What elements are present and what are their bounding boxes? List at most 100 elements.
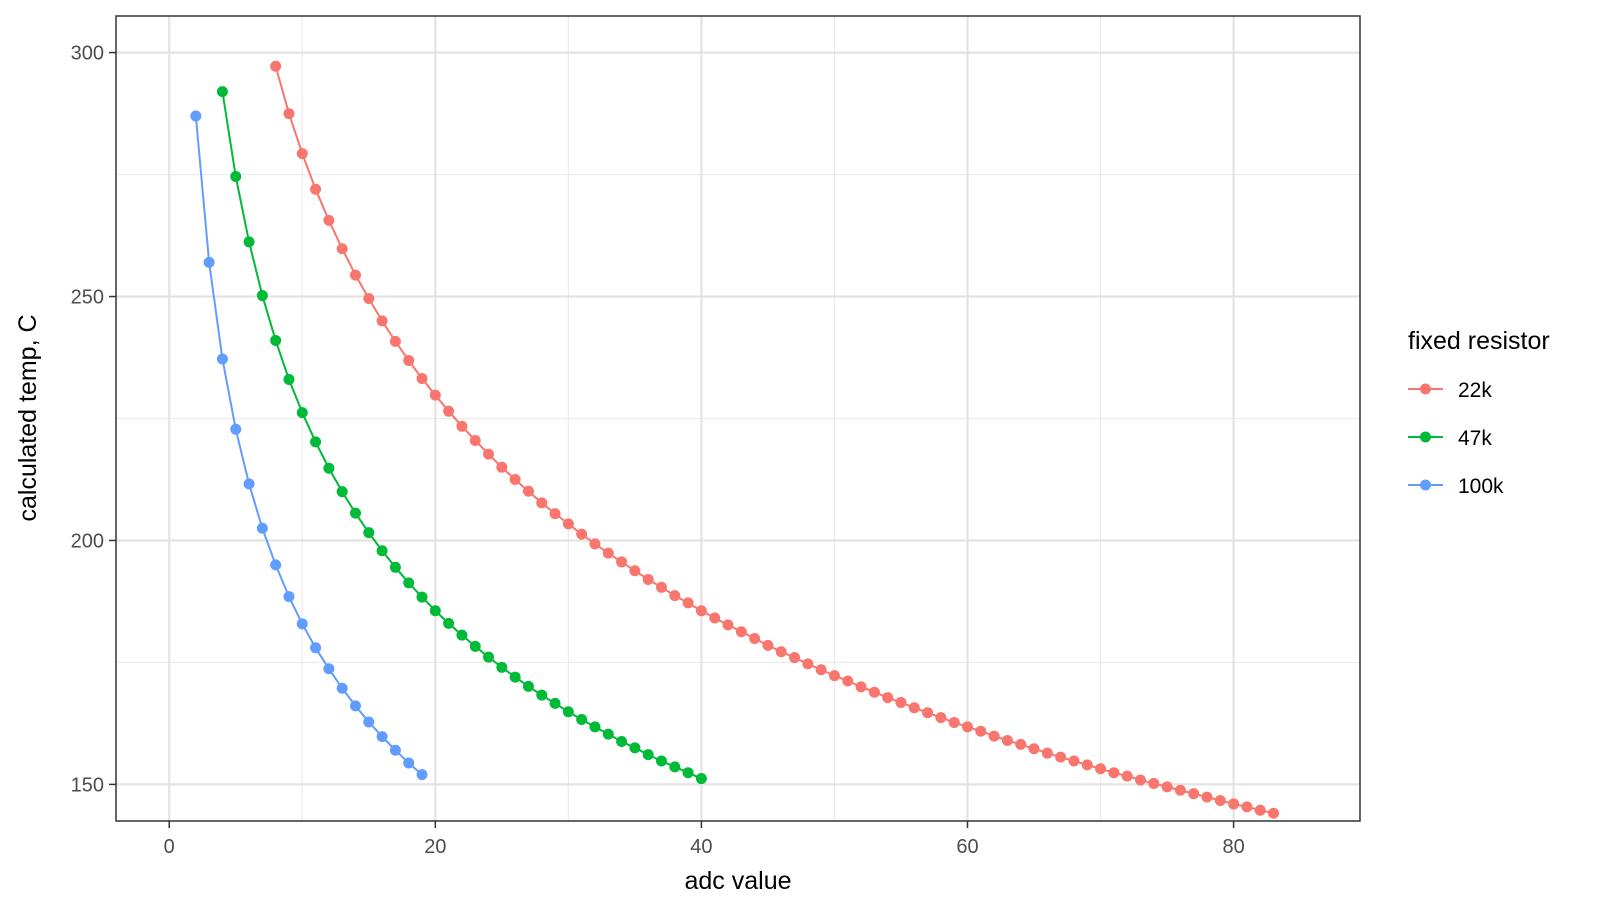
legend: fixed resistor 22k 47k 100k (1408, 327, 1550, 498)
point-47k (602, 728, 614, 740)
point-47k (416, 591, 428, 603)
point-47k (389, 561, 401, 573)
point-22k (469, 434, 481, 446)
point-47k (336, 486, 348, 498)
point-22k (416, 372, 428, 384)
x-tick-label: 40 (690, 836, 712, 858)
point-22k (336, 243, 348, 255)
x-axis: 0 20 40 60 80 (164, 821, 1245, 858)
point-22k (496, 461, 508, 473)
point-22k (349, 269, 361, 281)
point-47k (443, 617, 455, 629)
legend-key-point (1420, 383, 1431, 395)
point-22k (323, 214, 335, 226)
point-22k (616, 556, 628, 568)
y-tick-label: 300 (71, 43, 104, 65)
point-22k (1028, 743, 1040, 755)
legend-key-point (1420, 479, 1431, 491)
point-47k (616, 735, 628, 747)
point-22k (1228, 798, 1240, 810)
point-22k (562, 518, 574, 530)
point-47k (469, 640, 481, 652)
series-layer (190, 60, 1280, 819)
point-22k (1268, 807, 1280, 819)
point-22k (642, 574, 654, 585)
point-47k (496, 661, 508, 673)
point-22k (1041, 747, 1053, 759)
point-22k (270, 60, 282, 72)
point-47k (549, 697, 561, 709)
x-tick-label: 80 (1222, 836, 1244, 858)
point-22k (842, 675, 854, 687)
point-47k (483, 651, 495, 663)
point-47k (589, 721, 601, 733)
point-100k (349, 700, 361, 712)
point-22k (483, 448, 495, 460)
point-22k (283, 108, 295, 120)
point-22k (895, 696, 907, 708)
point-22k (602, 547, 614, 559)
legend-key-point (1420, 431, 1431, 443)
point-22k (682, 597, 694, 609)
point-100k (336, 682, 348, 694)
point-22k (629, 565, 641, 577)
point-100k (376, 731, 388, 743)
point-47k (682, 767, 694, 779)
point-22k (509, 473, 521, 485)
point-22k (1081, 759, 1093, 771)
point-22k (855, 681, 867, 693)
point-22k (589, 538, 601, 550)
point-22k (1121, 770, 1133, 782)
point-22k (1174, 784, 1186, 796)
legend-title: fixed resistor (1408, 327, 1550, 355)
x-tick-label: 0 (164, 836, 175, 858)
point-100k (296, 618, 308, 630)
point-22k (429, 389, 441, 401)
point-22k (722, 619, 734, 631)
point-47k (323, 462, 335, 474)
legend-label: 100k (1458, 475, 1504, 498)
point-22k (403, 354, 415, 366)
point-22k (815, 664, 827, 676)
point-47k (695, 773, 707, 785)
point-47k (655, 755, 667, 767)
point-22k (1001, 735, 1013, 746)
point-22k (443, 405, 455, 417)
point-47k (296, 407, 308, 419)
point-22k (962, 721, 974, 733)
point-47k (456, 629, 468, 641)
point-22k (1055, 751, 1067, 763)
point-47k (642, 749, 654, 761)
point-22k (363, 292, 375, 304)
y-axis: 150 200 250 300 (71, 43, 116, 796)
point-22k (1254, 804, 1266, 816)
y-tick-label: 200 (71, 530, 104, 552)
point-22k (882, 692, 894, 704)
point-22k (389, 335, 401, 347)
x-tick-label: 20 (424, 836, 446, 858)
point-22k (775, 646, 787, 658)
point-100k (283, 591, 295, 603)
point-22k (549, 508, 561, 520)
point-22k (935, 712, 947, 724)
point-47k (429, 605, 441, 617)
series-line-22k (274, 65, 1274, 815)
point-47k (669, 761, 681, 773)
point-22k (828, 670, 840, 682)
point-22k (536, 497, 548, 509)
point-47k (376, 545, 388, 557)
point-22k (1214, 795, 1226, 807)
point-22k (749, 633, 761, 645)
point-22k (1015, 738, 1027, 750)
point-47k (349, 507, 361, 519)
point-100k (323, 663, 335, 675)
point-22k (922, 707, 934, 719)
point-22k (576, 528, 588, 540)
point-100k (203, 256, 215, 268)
point-47k (230, 171, 242, 183)
point-100k (403, 757, 415, 769)
point-47k (536, 689, 548, 701)
point-47k (243, 236, 255, 248)
point-22k (522, 485, 534, 497)
